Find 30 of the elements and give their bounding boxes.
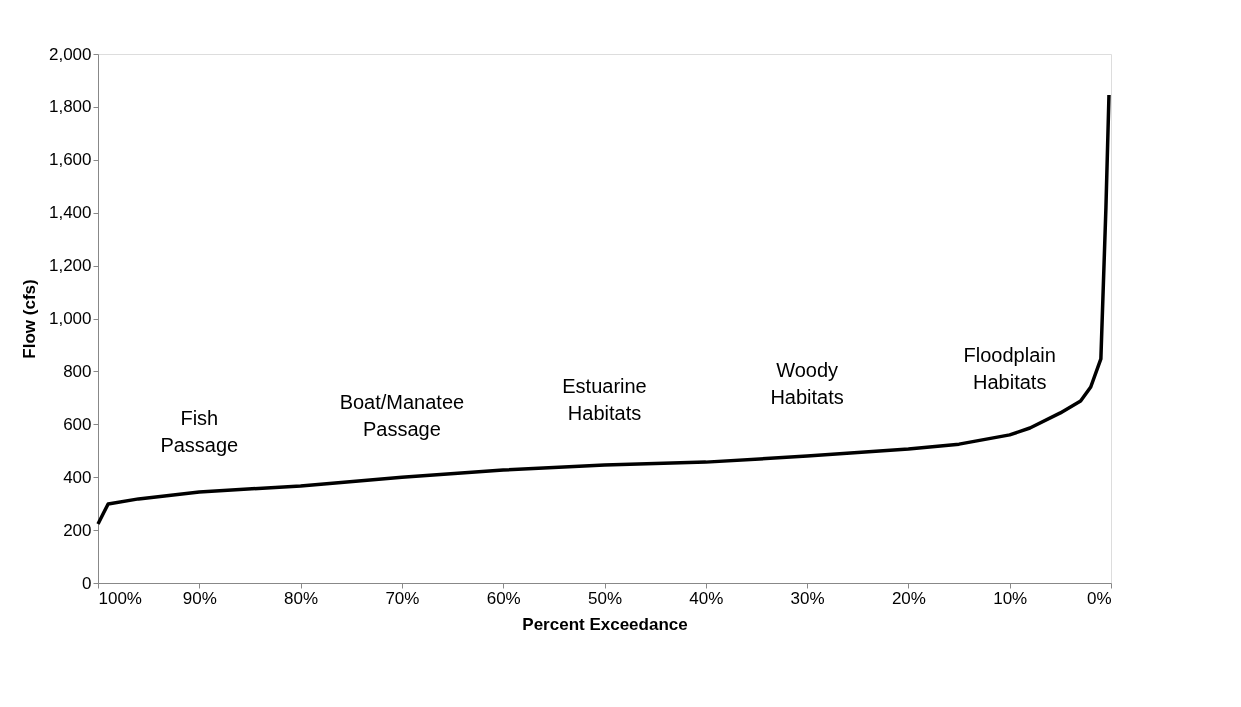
y-tick-label: 1,200: [48, 256, 92, 276]
x-tick-label: 100%: [98, 588, 142, 608]
x-tick-label: 10%: [993, 588, 1028, 608]
y-tick-label: 1,600: [48, 150, 92, 170]
annotation: Fish Passage: [160, 407, 239, 457]
annotation: Floodplain Habitats: [963, 343, 1056, 393]
annotation: Boat/Manatee Passage: [339, 391, 465, 441]
x-tick-label: 90%: [182, 588, 217, 608]
x-tick-label: 80%: [284, 588, 319, 608]
y-tick-label: 1,800: [48, 97, 92, 117]
x-tick-label: 40%: [689, 588, 724, 608]
x-tick-label: 50%: [587, 588, 623, 608]
y-tick-label: 800: [63, 361, 92, 381]
y-tick-label: 1,400: [48, 203, 92, 223]
x-tick-label: 0%: [1086, 588, 1112, 608]
x-tick-label: 30%: [790, 588, 825, 608]
y-tick-label: 0: [82, 573, 92, 593]
y-tick-label: 200: [63, 520, 92, 540]
x-tick-label: 20%: [891, 588, 926, 608]
x-tick-label: 70%: [385, 588, 420, 608]
y-tick-label: 1,000: [48, 309, 92, 328]
annotation: Woody Habitats: [770, 359, 844, 409]
x-tick-label: 60%: [486, 588, 521, 608]
y-axis-title: Flow (cfs): [19, 279, 39, 359]
line-series: [96, 93, 1111, 526]
y-tick-label: 2,000: [48, 44, 92, 64]
y-tick-label: 600: [63, 414, 92, 434]
y-tick-label: 400: [63, 467, 92, 487]
annotation: Estuarine Habitats: [562, 375, 647, 425]
x-axis-title: Percent Exceedance: [522, 614, 688, 634]
